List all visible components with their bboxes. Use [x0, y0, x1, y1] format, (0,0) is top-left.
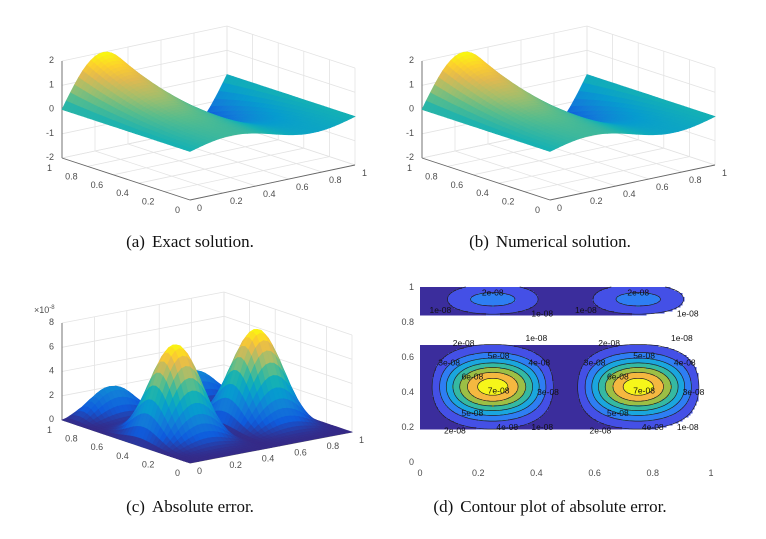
x-tick-label: 0.2: [590, 196, 603, 206]
grid-line: [164, 156, 330, 192]
y-tick-label: 0.6: [91, 180, 104, 190]
z-tick-label: -1: [406, 128, 414, 138]
x-tick-label: 1: [359, 435, 364, 445]
y-tick-label: 0.4: [476, 188, 489, 198]
x-tick-label: 0.4: [263, 189, 276, 199]
z-tick-label: 8: [49, 317, 54, 327]
x-tick-label: 0.4: [623, 189, 636, 199]
y-tick-label: 0.6: [451, 180, 464, 190]
grid-line: [61, 340, 225, 372]
x-tick-label: 0.6: [296, 182, 309, 192]
y-tick-label: 0.6: [91, 442, 104, 452]
y-tick-label: 0.2: [142, 459, 155, 469]
x-tick-label: 0.8: [689, 175, 702, 185]
x-tick-label: 0: [557, 203, 562, 213]
y-tick-label: 1: [47, 163, 52, 173]
grid-line: [226, 49, 356, 93]
surface-mesh: [61, 328, 354, 464]
z-tick-label: 2: [409, 55, 414, 65]
grid-line: [498, 147, 664, 184]
z-tick-label: 0: [49, 104, 54, 114]
z-tick-label: 2: [49, 390, 54, 400]
z-tick-label: 2: [49, 55, 54, 65]
grid-line: [226, 25, 356, 69]
grid-line: [454, 150, 584, 194]
y-tick-label: 0.4: [116, 188, 129, 198]
y-tick-label: 0.8: [65, 171, 78, 181]
x-tick-label: 1: [722, 168, 727, 178]
grid-line: [223, 291, 353, 336]
grid-line: [586, 25, 716, 69]
z-tick-label: -2: [406, 152, 414, 162]
x-tick-label: 0.6: [294, 447, 307, 457]
grid-line: [127, 143, 257, 187]
z-tick-label: 1: [409, 79, 414, 89]
grid-line: [94, 150, 224, 194]
z-tick-label: -2: [46, 152, 54, 162]
y-tick-label: 1: [407, 163, 412, 173]
x-tick-label: 0.6: [656, 182, 669, 192]
surface-plot-a: -2 -1 0 1 2 0 0.2 0.4 0.6 0.8 1 0 0.2 0.4 0.6 0.8 1: [46, 25, 367, 215]
y-tick-label: 0.2: [142, 197, 155, 207]
z-tick-label: 0: [49, 414, 54, 424]
x-tick-label: 0.8: [327, 441, 340, 451]
z-tick-label: 0: [409, 104, 414, 114]
surface-plot-b: -2 -1 0 1 2 0 0.2 0.4 0.6 0.8 1 0 0.2 0.4 0.6 0.8 1: [406, 25, 727, 215]
surface-mesh: [61, 51, 356, 152]
x-tick-label: 0: [197, 203, 202, 213]
x-axis: [189, 164, 356, 201]
z-tick-label: 1: [49, 79, 54, 89]
grid-line: [61, 25, 228, 62]
z-multiplier-exponent: -8: [49, 305, 55, 311]
grid-line: [61, 315, 225, 348]
x-tick-label: 0: [197, 466, 202, 476]
x-tick-label: 1: [362, 168, 367, 178]
y-tick-label: 0: [175, 468, 180, 478]
y-axis: [61, 157, 191, 201]
y-tick-label: 0.8: [65, 434, 78, 444]
y-tick-label: 0.2: [502, 197, 515, 207]
x-tick-label: 0.2: [230, 196, 243, 206]
z-tick-label: 4: [49, 366, 54, 376]
z-tick-label: -1: [46, 128, 54, 138]
grid-line: [113, 139, 279, 176]
y-tick-label: 0: [175, 205, 180, 215]
x-tick-label: 0.8: [329, 175, 342, 185]
z-multiplier-label: ×10-8: [34, 305, 55, 315]
y-tick-label: 0.8: [425, 171, 438, 181]
grid-line: [138, 147, 304, 184]
z-tick-label: 6: [49, 341, 54, 351]
x-tick-label: 0.2: [229, 460, 242, 470]
grid-line: [61, 291, 225, 324]
y-tick-label: 0: [535, 205, 540, 215]
z-multiplier-base: ×10: [34, 305, 49, 315]
y-tick-label: 0.4: [116, 451, 129, 461]
x-tick-label: 0.4: [262, 454, 275, 464]
y-tick-label: 1: [47, 425, 52, 435]
